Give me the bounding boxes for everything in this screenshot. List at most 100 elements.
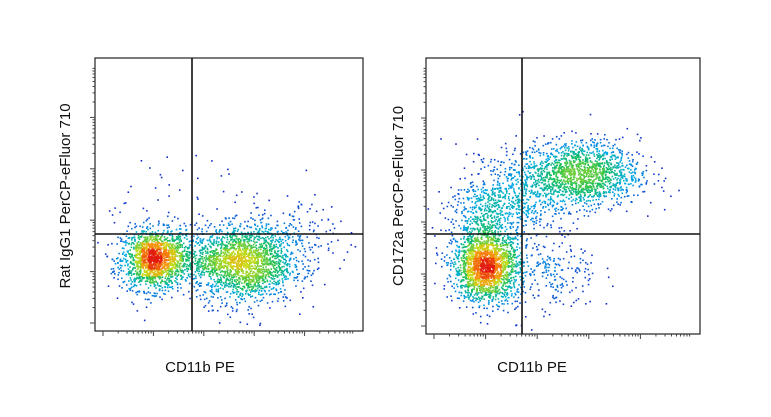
event-dot bbox=[151, 235, 153, 237]
event-dot bbox=[554, 270, 556, 272]
event-dot bbox=[289, 265, 291, 268]
event-dot bbox=[316, 236, 318, 239]
event-dot bbox=[208, 260, 211, 263]
event-dot bbox=[600, 145, 603, 147]
event-dot bbox=[531, 283, 533, 285]
event-dot bbox=[254, 290, 257, 293]
event-dot bbox=[293, 219, 296, 221]
event-dot bbox=[145, 306, 148, 308]
event-dot bbox=[170, 269, 172, 271]
event-dot bbox=[564, 203, 567, 206]
event-dot bbox=[464, 208, 466, 210]
event-dot bbox=[274, 251, 276, 254]
event-dot bbox=[210, 242, 213, 245]
event-dot bbox=[228, 272, 231, 274]
event-dot bbox=[582, 205, 584, 207]
event-dot bbox=[509, 222, 511, 224]
event-dot bbox=[177, 234, 180, 237]
event-dot bbox=[518, 212, 520, 214]
event-dot bbox=[184, 225, 187, 227]
event-dot bbox=[155, 263, 157, 265]
event-dot bbox=[634, 172, 636, 174]
event-dot bbox=[548, 158, 550, 160]
event-dot bbox=[263, 255, 266, 257]
event-dot bbox=[276, 250, 279, 253]
event-dot bbox=[472, 212, 475, 214]
event-dot bbox=[555, 263, 558, 266]
event-dot bbox=[163, 229, 165, 232]
event-dot bbox=[227, 254, 229, 257]
event-dot bbox=[288, 263, 291, 266]
event-dot bbox=[299, 235, 302, 237]
event-dot bbox=[571, 130, 573, 133]
event-dot bbox=[276, 220, 279, 223]
event-dot bbox=[228, 275, 231, 278]
event-dot bbox=[179, 231, 182, 234]
event-dot bbox=[212, 274, 214, 276]
event-dot bbox=[160, 255, 163, 258]
event-dot bbox=[625, 191, 628, 194]
event-dot bbox=[330, 241, 333, 243]
event-dot bbox=[237, 274, 239, 276]
event-dot bbox=[220, 279, 222, 282]
event-dot bbox=[219, 263, 222, 265]
event-dot bbox=[202, 294, 204, 296]
event-dot bbox=[267, 223, 270, 226]
event-dot bbox=[219, 287, 222, 289]
event-dot bbox=[168, 273, 170, 276]
event-dot bbox=[620, 196, 623, 199]
event-dot bbox=[166, 267, 169, 269]
event-dot bbox=[553, 260, 555, 262]
event-dot bbox=[276, 300, 279, 302]
event-dot bbox=[549, 199, 552, 201]
event-dot bbox=[156, 245, 158, 247]
event-dot bbox=[176, 283, 179, 286]
event-dot bbox=[167, 262, 169, 265]
plot-panel-right: CD11b PE CD172a PerCP-eFluor 710 bbox=[390, 57, 701, 376]
event-dot bbox=[456, 240, 459, 243]
event-dot bbox=[241, 282, 243, 284]
event-dot bbox=[541, 272, 544, 274]
event-dot bbox=[236, 264, 238, 267]
event-dot bbox=[529, 274, 532, 277]
event-dot bbox=[233, 228, 235, 230]
event-dot bbox=[152, 257, 155, 260]
event-dot bbox=[247, 273, 250, 276]
event-dot bbox=[265, 270, 268, 272]
event-dot bbox=[479, 300, 481, 302]
event-dot bbox=[170, 286, 173, 289]
event-dot bbox=[545, 269, 548, 271]
event-dot bbox=[581, 285, 584, 287]
event-dot bbox=[128, 272, 131, 275]
event-dot bbox=[273, 255, 276, 258]
event-dot bbox=[619, 149, 622, 151]
event-dot bbox=[125, 240, 127, 242]
event-dot bbox=[509, 168, 511, 171]
event-dot bbox=[573, 301, 575, 304]
event-dot bbox=[555, 150, 557, 152]
event-dot bbox=[251, 257, 253, 259]
event-dot bbox=[597, 203, 599, 205]
event-dot bbox=[531, 147, 534, 149]
event-dot bbox=[196, 196, 199, 199]
event-dot bbox=[186, 238, 188, 240]
event-dot bbox=[556, 273, 558, 275]
event-dot bbox=[188, 244, 191, 246]
event-dot bbox=[533, 223, 535, 226]
event-dot bbox=[152, 259, 154, 262]
event-dot bbox=[257, 304, 260, 307]
event-dot bbox=[224, 261, 227, 264]
event-dot bbox=[618, 149, 620, 151]
event-dot bbox=[188, 265, 191, 267]
event-dot bbox=[230, 270, 232, 273]
event-dot bbox=[473, 152, 475, 155]
event-dot bbox=[618, 182, 621, 184]
event-dot bbox=[261, 274, 264, 277]
event-dot bbox=[140, 256, 143, 258]
event-dot bbox=[125, 273, 128, 276]
event-dot bbox=[443, 260, 446, 262]
event-dot bbox=[175, 238, 178, 240]
event-dot bbox=[503, 303, 505, 305]
event-dot bbox=[159, 173, 162, 176]
event-dot bbox=[634, 178, 637, 180]
